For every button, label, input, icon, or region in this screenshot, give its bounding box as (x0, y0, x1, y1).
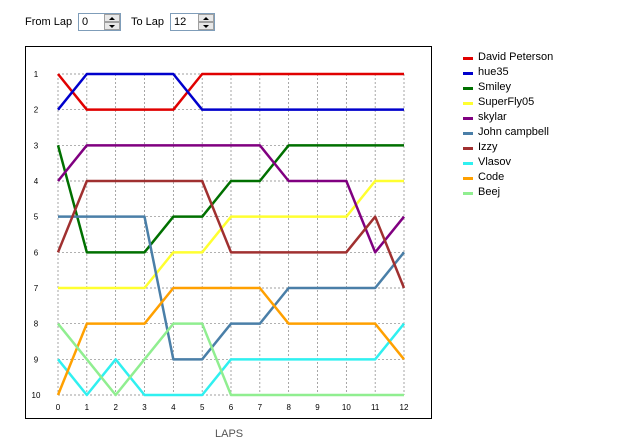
legend-swatch (463, 177, 473, 180)
legend-label: Code (478, 171, 505, 183)
y-tick-label: 2 (34, 106, 39, 115)
legend-label: David Peterson (478, 51, 554, 63)
series-line-7 (57, 322, 405, 397)
x-tick-label: 11 (371, 403, 380, 412)
series-line-6 (56, 179, 406, 289)
y-tick-label: 1 (34, 70, 39, 79)
to-lap-label: To Lap (131, 16, 165, 28)
legend-label: Izzy (478, 141, 498, 153)
legend-label: Vlasov (478, 156, 512, 168)
to-lap-down-arrow-icon[interactable] (198, 22, 214, 30)
from-lap-arrows[interactable] (104, 14, 120, 30)
to-lap-value[interactable]: 12 (174, 16, 187, 28)
legend-swatch (463, 72, 473, 75)
legend-label: skylar (478, 111, 507, 123)
x-tick-label: 8 (286, 403, 291, 412)
y-tick-label: 9 (34, 355, 39, 364)
x-axis-title: LAPS (215, 428, 244, 440)
x-tick-label: 10 (342, 403, 351, 412)
legend-swatch (463, 162, 473, 165)
x-tick-label: 6 (229, 403, 234, 412)
x-tick-label: 5 (200, 403, 205, 412)
legend-swatch (463, 147, 473, 150)
legend-swatch (463, 102, 473, 105)
legend-label: SuperFly05 (478, 96, 535, 108)
series-line-2 (56, 144, 404, 254)
from-lap-value[interactable]: 0 (82, 16, 89, 28)
legend-label: Beej (478, 186, 501, 198)
y-tick-label: 3 (34, 141, 39, 150)
y-tick-label: 7 (34, 284, 39, 293)
legend-label: John campbell (478, 126, 549, 138)
y-tick-label: 10 (32, 391, 41, 400)
series-line-8 (56, 286, 405, 396)
x-tick-label: 7 (258, 403, 263, 412)
x-tick-label: 0 (56, 403, 61, 412)
chart-frame: 0 1 2 3 4 5 6 7 8 9 10 11 12 1 2 3 4 5 6 7 8 9 10 (25, 46, 432, 419)
legend-swatch (463, 117, 473, 120)
to-lap-up-arrow-icon[interactable] (198, 14, 214, 22)
series-line-9 (57, 322, 404, 397)
x-tick-label: 12 (400, 403, 409, 412)
to-lap-arrows[interactable] (198, 14, 214, 30)
x-tick-label: 9 (315, 403, 320, 412)
y-tick-label: 8 (34, 320, 39, 329)
from-lap-up-arrow-icon[interactable] (104, 14, 120, 22)
legend-swatch (463, 87, 473, 90)
series-line-5 (58, 215, 405, 361)
series-line-0 (57, 72, 404, 111)
to-lap-spinner[interactable]: 12 (170, 13, 215, 31)
y-tick-label: 4 (34, 177, 39, 186)
from-lap-label: From Lap (25, 16, 73, 28)
x-tick-label: 2 (113, 403, 118, 412)
from-lap-down-arrow-icon[interactable] (104, 22, 120, 30)
x-tick-label: 1 (85, 403, 90, 412)
series-line-3 (58, 179, 404, 290)
y-tick-label: 5 (34, 213, 39, 222)
series-line-1 (57, 72, 404, 111)
from-lap-spinner[interactable]: 0 (78, 13, 121, 31)
legend-label: Smiley (478, 81, 512, 93)
legend-label: hue35 (478, 66, 509, 78)
series-line-4 (57, 144, 405, 254)
x-tick-label: 4 (171, 403, 176, 412)
legend-swatch (463, 192, 473, 195)
legend-swatch (463, 57, 473, 60)
legend-swatch (463, 132, 473, 135)
x-tick-label: 3 (142, 403, 147, 412)
y-tick-label: 6 (34, 248, 39, 257)
